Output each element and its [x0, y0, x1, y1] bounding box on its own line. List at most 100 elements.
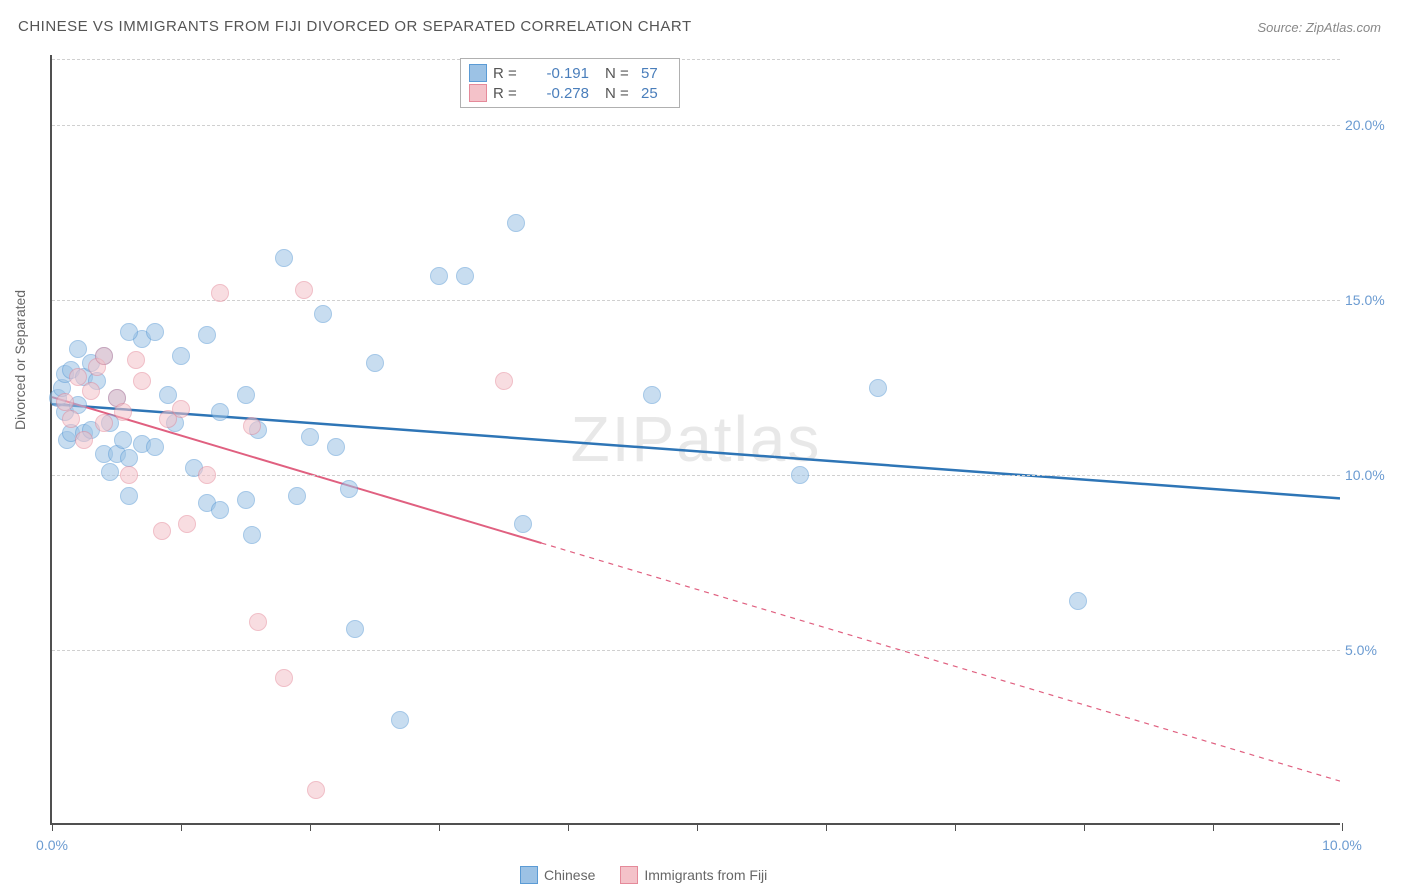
gridline — [52, 300, 1340, 301]
data-point — [120, 466, 138, 484]
data-point — [153, 522, 171, 540]
series-legend: Chinese Immigrants from Fiji — [520, 866, 767, 884]
data-point — [198, 466, 216, 484]
gridline — [52, 125, 1340, 126]
data-point — [456, 267, 474, 285]
data-point — [307, 781, 325, 799]
data-point — [495, 372, 513, 390]
data-point — [172, 347, 190, 365]
x-tick — [439, 823, 440, 831]
data-point — [75, 431, 93, 449]
x-tick — [1084, 823, 1085, 831]
plot-area: ZIPatlas 5.0%10.0%15.0%20.0%0.0%10.0% — [50, 55, 1340, 825]
y-tick-label: 15.0% — [1345, 292, 1400, 308]
legend-row: R = -0.278 N = 25 — [469, 83, 671, 103]
trend-line-dashed — [541, 543, 1340, 781]
data-point — [146, 438, 164, 456]
x-tick-label: 10.0% — [1322, 837, 1362, 853]
data-point — [430, 267, 448, 285]
data-point — [301, 428, 319, 446]
data-point — [275, 669, 293, 687]
data-point — [514, 515, 532, 533]
data-point — [288, 487, 306, 505]
data-point — [101, 463, 119, 481]
legend-row: R =-0.191N =57 — [469, 63, 671, 83]
x-tick — [568, 823, 569, 831]
data-point — [172, 400, 190, 418]
data-point — [56, 393, 74, 411]
data-point — [314, 305, 332, 323]
y-axis-label: Divorced or Separated — [12, 290, 28, 430]
data-point — [82, 382, 100, 400]
y-tick-label: 5.0% — [1345, 642, 1400, 658]
x-tick — [826, 823, 827, 831]
y-tick-label: 20.0% — [1345, 117, 1400, 133]
source-attribution: Source: ZipAtlas.com — [1257, 20, 1381, 35]
data-point — [346, 620, 364, 638]
legend-label: Immigrants from Fiji — [644, 867, 767, 883]
legend-swatch — [620, 866, 638, 884]
x-tick-label: 0.0% — [36, 837, 68, 853]
data-point — [243, 526, 261, 544]
legend-item: Immigrants from Fiji — [620, 866, 767, 884]
data-point — [327, 438, 345, 456]
legend-r-label: R = — [493, 85, 523, 102]
chart-title: CHINESE VS IMMIGRANTS FROM FIJI DIVORCED… — [18, 18, 692, 35]
watermark-prefix: ZIP — [571, 403, 677, 475]
data-point — [133, 372, 151, 390]
legend-swatch — [469, 64, 487, 82]
legend-label: Chinese — [544, 867, 595, 883]
x-tick — [1342, 823, 1343, 831]
y-tick-label: 10.0% — [1345, 467, 1400, 483]
x-tick — [181, 823, 182, 831]
watermark-suffix: atlas — [676, 403, 821, 475]
data-point — [237, 386, 255, 404]
data-point — [95, 414, 113, 432]
data-point — [295, 281, 313, 299]
data-point — [366, 354, 384, 372]
x-tick — [955, 823, 956, 831]
legend-n-value: 57 — [641, 65, 671, 82]
x-tick — [310, 823, 311, 831]
data-point — [237, 491, 255, 509]
data-point — [127, 351, 145, 369]
data-point — [198, 326, 216, 344]
correlation-legend: R = -0.191 N = 57R = -0.278 N = 25 — [460, 58, 680, 108]
data-point — [95, 347, 113, 365]
data-point — [243, 417, 261, 435]
data-point — [120, 323, 138, 341]
data-point — [211, 403, 229, 421]
gridline — [52, 475, 1340, 476]
gridline — [52, 650, 1340, 651]
gridline — [52, 59, 1340, 60]
legend-n-value: 25 — [641, 85, 671, 102]
trend-lines — [52, 55, 1340, 823]
legend-r-value: -0.278 — [529, 85, 589, 102]
data-point — [114, 431, 132, 449]
legend-n-label: N = — [605, 85, 635, 102]
data-point — [391, 711, 409, 729]
legend-r-label: R = — [493, 65, 523, 82]
data-point — [146, 323, 164, 341]
data-point — [507, 214, 525, 232]
data-point — [643, 386, 661, 404]
x-tick — [52, 823, 53, 831]
data-point — [114, 403, 132, 421]
data-point — [869, 379, 887, 397]
watermark: ZIPatlas — [571, 402, 822, 476]
legend-r-value: -0.191 — [529, 65, 589, 82]
data-point — [791, 466, 809, 484]
data-point — [178, 515, 196, 533]
data-point — [120, 487, 138, 505]
data-point — [249, 613, 267, 631]
legend-swatch — [520, 866, 538, 884]
data-point — [1069, 592, 1087, 610]
data-point — [211, 284, 229, 302]
data-point — [120, 449, 138, 467]
data-point — [275, 249, 293, 267]
data-point — [340, 480, 358, 498]
legend-item: Chinese — [520, 866, 595, 884]
data-point — [62, 410, 80, 428]
x-tick — [697, 823, 698, 831]
legend-swatch — [469, 84, 487, 102]
